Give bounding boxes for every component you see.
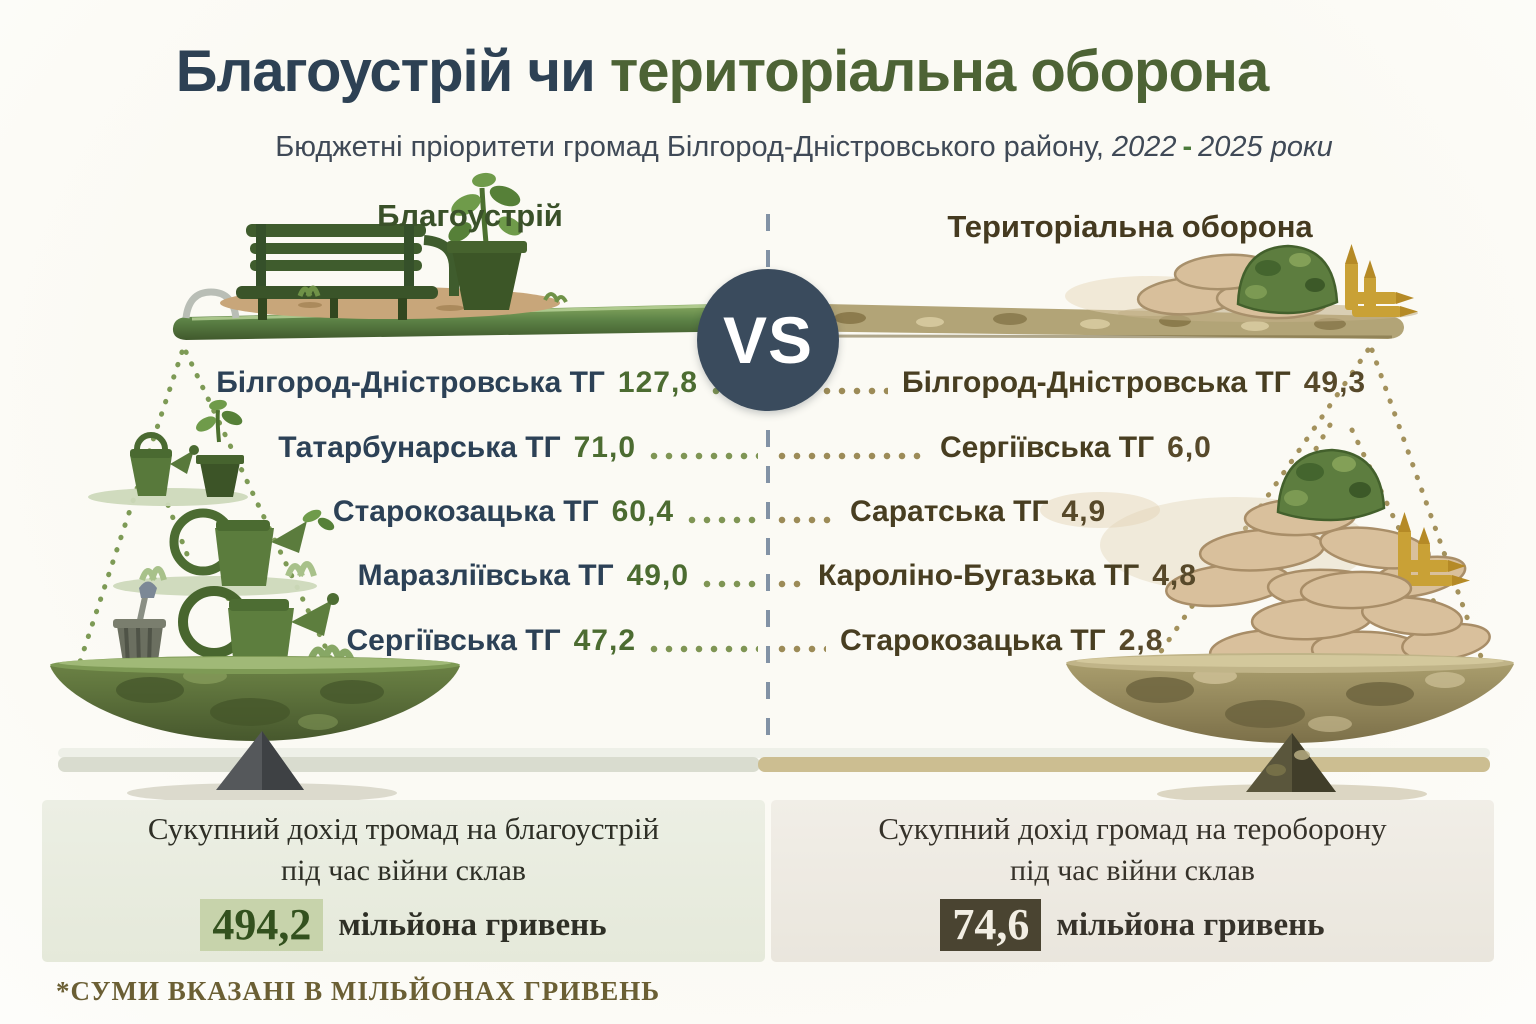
community-name: Кароліно-Бугазька ТГ xyxy=(818,559,1140,592)
leader-dots xyxy=(778,387,888,395)
data-row: Саратська ТГ 4,9 xyxy=(778,490,1418,534)
leader-dots xyxy=(703,580,758,588)
watering-can-icon xyxy=(178,586,339,668)
bench-icon xyxy=(236,224,459,320)
watering-can-icon xyxy=(169,508,335,586)
data-row: Білгород-Дністровська ТГ 49,3 xyxy=(778,361,1418,405)
scale-pan-left xyxy=(50,656,460,790)
community-value: 4,9 xyxy=(1061,495,1107,528)
data-row: Старокозацька ТГ 2,8 xyxy=(778,619,1418,663)
community-name: Маразліївська ТГ xyxy=(357,559,614,592)
community-value: 6,0 xyxy=(1167,431,1212,464)
footnote: *СУМИ ВКАЗАНІ В МІЛЬЙОНАХ ГРИВЕНЬ xyxy=(56,976,661,1006)
page-title: Благоустрій чи територіальна оборона xyxy=(0,38,1490,105)
grass-icon xyxy=(139,566,167,582)
community-name: Старокозацька ТГ xyxy=(332,495,599,528)
subtitle-dash: - xyxy=(1182,131,1193,163)
leader-dots xyxy=(650,452,758,460)
beam-left xyxy=(172,303,760,340)
summary-unit: мільйона гривень xyxy=(338,906,607,943)
sandbags-icon xyxy=(1208,570,1491,674)
grass-icon xyxy=(297,285,321,297)
data-row: Сергіївська ТГ 47,2 xyxy=(118,619,758,663)
platform-level-1-left xyxy=(88,399,248,506)
summary-line1: Сукупний дохід громад на тероборону xyxy=(878,811,1387,846)
vs-badge: VS xyxy=(697,269,839,411)
defense-scene-icon xyxy=(1065,244,1418,322)
leader-dots xyxy=(688,516,758,524)
sandbag-pile-middle-right xyxy=(1040,448,1470,612)
column-header-defense: Територіальна оборона xyxy=(947,209,1313,244)
column-header-beautification: Благоустрій xyxy=(377,198,563,233)
scale-pan-right xyxy=(1066,570,1514,792)
community-name: Саратська ТГ xyxy=(850,495,1049,528)
grass-icon xyxy=(285,561,317,578)
leader-dots xyxy=(650,645,758,653)
helmet-icon xyxy=(1276,448,1386,522)
community-value: 4,8 xyxy=(1152,559,1197,592)
community-value: 47,2 xyxy=(573,624,636,657)
leader-dots xyxy=(778,580,804,588)
summary-amount: 494,2 xyxy=(200,899,324,951)
data-row: Старокозацька ТГ 60,4 xyxy=(118,490,758,534)
pan-shadow-right xyxy=(1157,784,1427,804)
plant-pot-icon xyxy=(196,399,244,497)
plant-pot-icon xyxy=(447,172,527,310)
leader-dots xyxy=(778,516,836,524)
community-name: Старокозацька ТГ xyxy=(840,624,1106,657)
title-part-beautification: Благоустрій чи xyxy=(175,39,596,104)
community-name: Сергіївська ТГ xyxy=(346,624,561,657)
community-name: Білгород-Дністровська ТГ xyxy=(902,366,1291,399)
park-scene-icon xyxy=(220,172,568,320)
summary-line1: Сукупний дохід тромад на благоустрій xyxy=(147,811,660,846)
pan-shadow-left xyxy=(127,783,397,803)
data-row: Маразліївська ТГ 49,0 xyxy=(118,554,758,598)
community-value: 2,8 xyxy=(1118,624,1164,657)
summary-panel-beautification: Сукупний дохід тромад на благоустрій під… xyxy=(42,800,765,962)
community-value: 49,3 xyxy=(1303,366,1367,399)
page-subtitle: Бюджетні пріоритети громад Білгород-Дніс… xyxy=(36,131,1536,164)
community-value: 71,0 xyxy=(573,431,636,464)
scale-beam xyxy=(172,288,1404,340)
summary-amount: 74,6 xyxy=(940,899,1042,951)
community-name: Татарбунарська ТГ xyxy=(278,431,561,464)
summary-unit: мільйона гривень xyxy=(1056,906,1325,943)
title-part-defense: територіальна оборона xyxy=(609,39,1269,104)
community-value: 127,8 xyxy=(617,366,698,399)
subtitle-text: Бюджетні пріоритети громад Білгород-Дніс… xyxy=(275,131,1104,163)
leader-dots xyxy=(778,452,926,460)
bullets-icon xyxy=(1398,512,1470,586)
summary-line2: під час війни склав xyxy=(1010,854,1255,887)
community-value: 60,4 xyxy=(611,495,674,528)
data-row: Білгород-Дністровська ТГ 127,8 xyxy=(118,361,736,405)
summary-panel-defense: Сукупний дохід громад на тероборону під … xyxy=(771,800,1494,962)
leader-dots xyxy=(778,645,826,653)
bullets-icon xyxy=(1345,244,1418,317)
helmet-icon xyxy=(1236,244,1339,315)
platform-level-2-left xyxy=(113,508,335,596)
community-value: 49,0 xyxy=(626,559,689,592)
data-row: Сергіївська ТГ 6,0 xyxy=(778,426,1418,470)
grass-icon xyxy=(543,292,568,303)
data-row: Кароліно-Бугазька ТГ 4,8 xyxy=(778,554,1418,598)
watering-can-icon xyxy=(130,432,199,496)
subtitle-year-to: 2025 роки xyxy=(1198,131,1333,163)
community-name: Білгород-Дністровська ТГ xyxy=(216,366,605,399)
summary-line2: під час війни склав xyxy=(281,854,526,887)
subtitle-year-from: 2022 xyxy=(1111,131,1177,163)
community-name: Сергіївська ТГ xyxy=(940,431,1155,464)
data-row: Татарбунарська ТГ 71,0 xyxy=(118,426,758,470)
